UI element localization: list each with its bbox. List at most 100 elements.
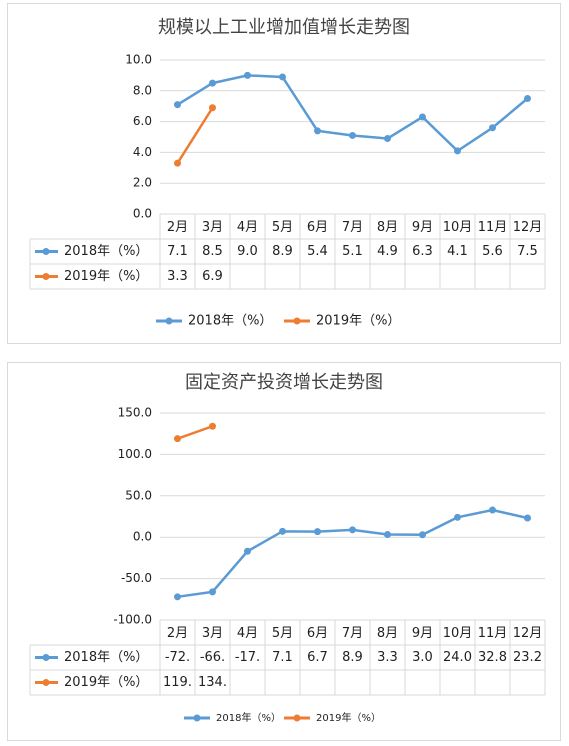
data-point	[524, 514, 531, 522]
x-tick-label: 8月	[377, 626, 398, 641]
table-value: 8.9	[342, 650, 363, 665]
data-point	[314, 127, 321, 135]
legend-key	[42, 654, 50, 661]
data-point	[489, 124, 496, 132]
y-tick-label: 150.0	[118, 406, 152, 420]
data-point	[209, 79, 216, 87]
table-value: 4.9	[377, 244, 398, 259]
chart-frame	[7, 362, 561, 741]
y-tick-label: 0.0	[133, 530, 152, 544]
x-tick-label: 11月	[478, 626, 508, 641]
data-point	[174, 101, 181, 109]
x-tick-label: 2月	[167, 220, 188, 235]
table-value: 4.1	[447, 244, 468, 259]
data-point	[349, 526, 356, 534]
table-value: 23.2	[513, 650, 542, 665]
x-tick-label: 11月	[478, 220, 508, 235]
table-value: 3.0	[412, 650, 433, 665]
table-value: 7.5	[517, 244, 538, 259]
table-value: 3.3	[377, 650, 398, 665]
x-tick-label: 6月	[307, 626, 328, 641]
legend-label: 2018年（%）	[216, 711, 281, 724]
data-point	[209, 588, 216, 596]
y-tick-label: 10.0	[125, 53, 152, 67]
x-tick-label: 10月	[443, 626, 473, 641]
legend-key	[193, 714, 201, 722]
legend-label: 2019年（%）	[316, 711, 381, 724]
x-tick-label: 12月	[513, 626, 543, 641]
data-point	[524, 95, 531, 102]
y-tick-label: 4.0	[133, 145, 152, 159]
table-value: 7.1	[272, 650, 293, 665]
table-value: 8.9	[272, 244, 293, 259]
data-point	[244, 71, 251, 79]
data-point	[489, 506, 496, 514]
table-value: -66.	[200, 650, 225, 665]
table-value: 8.5	[202, 244, 223, 259]
x-tick-label: 3月	[202, 626, 223, 641]
data-point	[209, 422, 216, 430]
table-value: 6.7	[307, 650, 328, 665]
data-point	[454, 147, 461, 155]
data-point	[454, 513, 461, 521]
table-value: 32.8	[478, 650, 507, 665]
y-tick-label: 100.0	[118, 447, 152, 461]
x-tick-label: 7月	[342, 220, 363, 235]
data-point	[209, 104, 216, 112]
legend-key	[293, 714, 301, 722]
table-value: 7.1	[167, 244, 188, 259]
data-point	[174, 593, 181, 601]
x-tick-label: 4月	[237, 220, 258, 235]
data-point	[384, 530, 391, 538]
data-point	[244, 547, 251, 555]
x-tick-label: 4月	[237, 626, 258, 641]
legend-key	[293, 317, 301, 325]
x-tick-label: 5月	[272, 220, 293, 235]
x-tick-label: 9月	[412, 626, 433, 641]
legend-key	[42, 679, 50, 686]
x-tick-label: 2月	[167, 626, 188, 641]
y-tick-label: -100.0	[113, 613, 152, 627]
table-value: 5.4	[307, 244, 328, 259]
table-value: 5.1	[342, 244, 363, 259]
data-point	[419, 113, 426, 121]
table-value: 6.9	[202, 269, 223, 284]
series-line	[177, 425, 213, 440]
data-point	[279, 527, 286, 535]
table-value: -17.	[235, 650, 260, 665]
chart-frame	[7, 3, 561, 344]
x-tick-label: 10月	[443, 220, 473, 235]
data-point	[174, 435, 181, 443]
x-tick-label: 7月	[342, 626, 363, 641]
x-tick-label: 9月	[412, 220, 433, 235]
table-value: 9.0	[237, 244, 258, 259]
table-value: 134.	[198, 675, 227, 690]
x-tick-label: 6月	[307, 220, 328, 235]
series-line	[176, 107, 214, 164]
legend-label: 2018年（%）	[188, 314, 272, 329]
table-value: 24.0	[443, 650, 472, 665]
data-point	[314, 528, 321, 536]
data-point	[279, 73, 286, 81]
legend-label: 2019年（%）	[316, 314, 400, 329]
y-tick-label: 2.0	[133, 176, 152, 190]
y-tick-label: 6.0	[133, 114, 152, 128]
data-point	[349, 131, 356, 139]
x-tick-label: 5月	[272, 626, 293, 641]
legend-key	[42, 273, 50, 280]
table-value: 119.	[163, 675, 192, 690]
x-tick-label: 3月	[202, 220, 223, 235]
y-tick-label: 50.0	[125, 488, 152, 502]
table-value: 3.3	[167, 269, 188, 284]
chart-title: 规模以上工业增加值增长走势图	[158, 17, 410, 38]
legend-label: 2018年（%）	[64, 650, 148, 665]
y-tick-label: 8.0	[133, 83, 152, 97]
y-tick-label: 0.0	[133, 207, 152, 221]
data-point	[419, 531, 426, 539]
data-point	[384, 135, 391, 143]
table-value: -72.	[165, 650, 190, 665]
x-tick-label: 8月	[377, 220, 398, 235]
data-point	[174, 159, 181, 167]
legend-key	[165, 317, 173, 325]
